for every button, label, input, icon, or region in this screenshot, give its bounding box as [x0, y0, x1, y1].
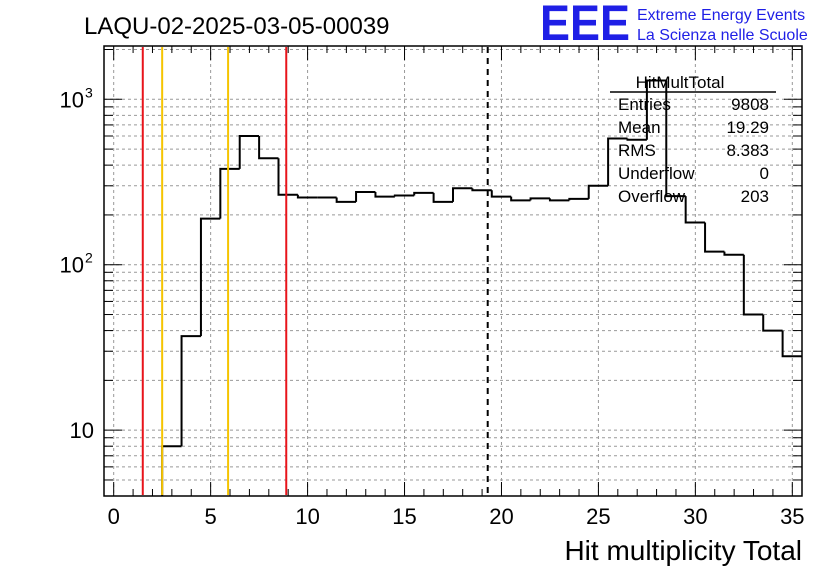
x-tick-label: 20 — [489, 504, 513, 529]
y-tick-exponent: 2 — [85, 250, 93, 266]
histogram-bin — [645, 79, 667, 140]
histogram-bin — [277, 158, 298, 196]
histogram-bin — [471, 188, 492, 192]
histogram-bin — [296, 194, 318, 199]
x-axis-label: Hit multiplicity Total — [564, 535, 802, 566]
stats-box-rows: Entries 9808 Mean 19.29 RMS 8.383 Underflow 0 Ov… — [618, 95, 769, 206]
histogram-bin — [199, 217, 221, 337]
histogram-bin — [510, 196, 531, 202]
stats-row-value: 0 — [760, 164, 769, 183]
histogram-bin — [180, 335, 201, 447]
stats-row-label: Underflow — [618, 164, 695, 183]
y-tick-label: 10 — [70, 418, 94, 443]
stats-row-label: RMS — [618, 141, 656, 160]
stats-box: HitMultTotal Entries 9808 Mean 19.29 RMS 8.38… — [610, 73, 776, 206]
histogram-bin — [258, 136, 279, 160]
histogram-bin — [219, 167, 240, 219]
histogram-bin — [529, 197, 550, 201]
histogram-bin — [665, 80, 686, 198]
eee-logo: EEE Extreme Energy Events La Scienza nel… — [540, 0, 808, 51]
stats-row-value: 9808 — [731, 95, 769, 114]
stats-box-name: HitMultTotal — [636, 73, 725, 92]
axis-ticks — [104, 46, 802, 497]
x-tick-label: 5 — [205, 504, 217, 529]
histogram-bin — [238, 135, 260, 169]
y-tick-label: 10 — [60, 253, 84, 278]
chart-title: LAQU-02-2025-03-05-00039 — [84, 13, 390, 40]
histogram-bin — [490, 190, 512, 198]
histogram-bin — [374, 192, 395, 198]
stats-row-label: Overflow — [618, 187, 686, 206]
x-tick-label: 35 — [780, 504, 804, 529]
cut-lines — [141, 47, 489, 495]
histogram-bin — [626, 138, 647, 141]
histogram-bin — [568, 197, 589, 201]
histogram-bin — [393, 194, 415, 197]
stats-row-value: 19.29 — [726, 118, 769, 137]
stats-row-label: Entries — [618, 95, 671, 114]
histogram-bin — [335, 197, 357, 203]
stats-row-value: 8.383 — [726, 141, 769, 160]
x-tick-label: 10 — [295, 504, 319, 529]
histogram-bin — [723, 251, 744, 256]
x-tick-label: 0 — [108, 504, 120, 529]
eee-logo-line1: Extreme Energy Events — [637, 7, 805, 24]
histogram-bin — [704, 222, 725, 253]
stats-row-value: 203 — [741, 187, 769, 206]
histogram-bin — [762, 314, 783, 332]
x-tick-label: 25 — [586, 504, 610, 529]
histogram-bin — [607, 137, 628, 186]
histogram-bin — [355, 191, 376, 202]
histogram-bin — [684, 196, 706, 224]
histogram-bin — [742, 254, 764, 316]
stats-row-label: Mean — [618, 118, 661, 137]
histogram-bin — [587, 184, 609, 199]
plot-frame — [103, 45, 803, 497]
x-tick-label: 30 — [683, 504, 707, 529]
x-tick-label: 15 — [392, 504, 416, 529]
histogram-bin — [432, 192, 453, 203]
eee-logo-mark: EEE — [540, 0, 630, 51]
histogram-bin — [781, 330, 802, 358]
eee-logo-line2: La Scienza nelle Scuole — [637, 27, 808, 44]
histogram-bin — [413, 191, 434, 196]
histogram-bin — [548, 198, 570, 202]
y-tick-exponent: 3 — [85, 84, 93, 100]
y-tick-label: 10 — [60, 87, 84, 112]
histogram-bin — [452, 187, 473, 202]
